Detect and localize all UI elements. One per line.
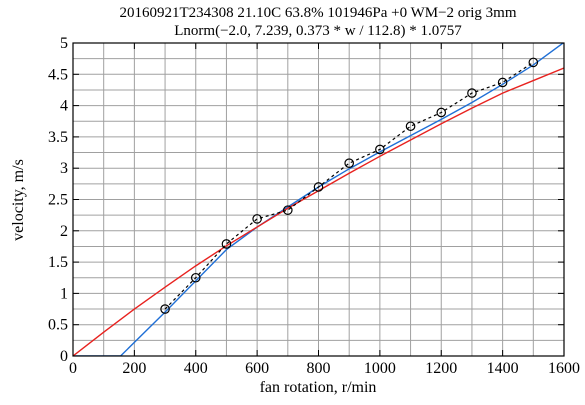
tick-labels: 0 200 400 600 800 1000 1200 1400 1600 0 0.5 1 1.5 2 2.…	[48, 35, 580, 377]
x-axis-label: fan rotation, r/min	[260, 379, 377, 396]
data-point-marker	[160, 304, 170, 314]
data-point-marker	[252, 214, 262, 224]
x-tick-label: 1600	[548, 360, 580, 377]
x-tick-label: 1400	[487, 360, 519, 377]
data-point-marker	[528, 57, 539, 68]
series-line-1	[73, 43, 564, 356]
y-tick-label: 3.5	[48, 129, 68, 146]
data-point-marker	[405, 121, 416, 132]
series-line-0	[164, 61, 534, 310]
y-tick-label: 0	[60, 348, 68, 365]
x-tick-label: 1000	[364, 360, 396, 377]
chart-title-line-1: 20160921T234308 21.10C 63.8% 101946Pa +0…	[119, 5, 516, 21]
y-tick-label: 2	[60, 223, 68, 240]
data-point-marker	[344, 158, 354, 168]
y-tick-label: 1	[60, 285, 68, 302]
axes	[72, 42, 565, 357]
data-point-marker	[375, 144, 385, 155]
series-layer	[73, 43, 564, 356]
x-tick-label: 200	[122, 360, 146, 377]
chart-title-line-2: Lnorm(−2.0, 7.239, 0.373 * w / 112.8) * …	[174, 23, 462, 39]
y-tick-label: 2.5	[48, 192, 68, 209]
data-point-marker	[436, 107, 447, 118]
data-point-marker	[190, 272, 201, 283]
y-tick-label: 0.5	[48, 317, 68, 334]
y-tick-label: 4	[60, 98, 68, 115]
data-point-marker	[313, 182, 324, 192]
data-point-marker	[283, 205, 293, 215]
y-tick-label: 5	[60, 35, 68, 52]
grid	[72, 42, 565, 357]
x-tick-label: 1200	[425, 360, 457, 377]
data-point-marker	[467, 88, 477, 98]
y-axis-label: velocity, m/s	[10, 159, 27, 241]
y-tick-label: 4.5	[48, 66, 68, 83]
x-tick-label: 0	[69, 360, 77, 377]
y-tick-label: 3	[60, 160, 68, 177]
x-tick-label: 600	[245, 360, 269, 377]
x-tick-label: 800	[307, 360, 331, 377]
data-point-marker	[497, 77, 508, 88]
y-tick-label: 1.5	[48, 254, 68, 271]
data-point-marker	[221, 239, 232, 249]
x-tick-label: 400	[184, 360, 208, 377]
